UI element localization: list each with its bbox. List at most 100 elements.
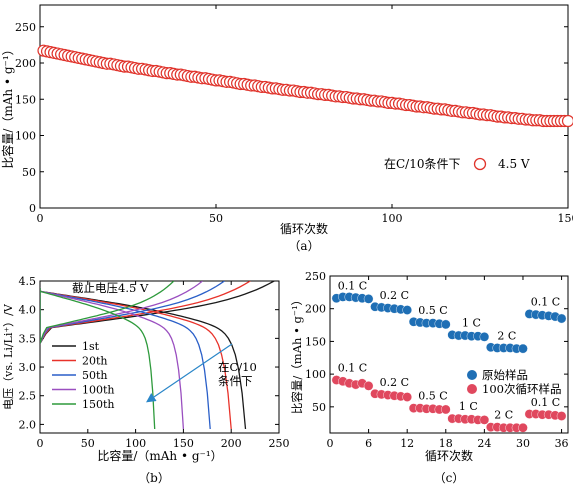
panel-c-xlabel: 循环次数	[425, 448, 473, 463]
panel-a-frame	[39, 4, 569, 209]
panel-b-xlabel: 比容量/（mAh • g⁻¹）	[97, 448, 222, 463]
panel-c-ylabel: 比容量/（mAh • g⁻¹）	[290, 294, 304, 414]
panel-b-annotation-cutoff: 截止电压4.5 V	[72, 281, 149, 295]
data-point	[363, 294, 374, 304]
panel-a-legend-label: 4.5 V	[498, 157, 530, 171]
y-tick-label: 2.0	[19, 418, 37, 431]
y-tick-label: 100	[15, 130, 36, 143]
panel-b-arrow	[146, 343, 233, 403]
panel-c-legend-marker-original	[467, 370, 477, 380]
y-tick-label: 250	[15, 21, 36, 34]
data-point	[363, 381, 374, 391]
rate-label-top: 0.2 C	[380, 289, 409, 302]
panel-a-annotation: 在C/10条件下	[384, 157, 461, 171]
legend-label-150th: 150th	[82, 398, 115, 411]
rate-label-top: 2 C	[497, 329, 516, 342]
rate-label-top: 0.1 C	[338, 280, 367, 293]
y-tick-label: 100	[305, 368, 326, 381]
rate-label-bottom: 0.2 C	[380, 376, 409, 389]
panel-c-legend-marker-cycled	[467, 384, 477, 394]
data-point	[518, 343, 528, 354]
x-tick-label: 0	[327, 437, 334, 450]
x-tick-label: 24	[477, 437, 491, 450]
x-tick-label: 0	[37, 437, 44, 450]
y-tick-label: 200	[15, 57, 36, 70]
y-tick-label: 150	[15, 93, 36, 106]
data-point	[440, 319, 451, 330]
panel-c-legend-cycled: 100次循环样品	[482, 382, 561, 396]
x-tick-label: 100	[382, 212, 403, 225]
x-tick-label: 30	[516, 437, 530, 450]
panel-c-legend-original: 原始样品	[482, 368, 528, 382]
y-tick-label: 0	[29, 202, 36, 215]
y-tick-label: 2.5	[19, 390, 37, 403]
rate-label-bottom: 1 C	[459, 400, 478, 413]
panel-a-ylabel: 比容量/（mAh • g⁻¹）	[0, 43, 15, 168]
y-tick-label: 50	[22, 166, 36, 179]
panel-b: 0 50 100 150 200 250 2.0 2.5 3.0 3.5 4.0 4.5 电压（vs.…	[2, 275, 290, 485]
legend-label-50th: 50th	[82, 369, 108, 382]
x-tick-label: 18	[439, 437, 453, 450]
panel-c: 0 6 12 18 24 30 36 50 100 150 200 250 0.1 C 0.2 C 0.5…	[290, 270, 569, 485]
y-tick-label: 50	[312, 401, 326, 414]
panel-c-ticks: 0 6 12 18 24 30 36 50 100 150 200 250	[305, 270, 569, 450]
data-point	[402, 305, 412, 315]
panel-c-marks	[331, 292, 567, 433]
x-tick-label: 200	[221, 437, 242, 450]
x-tick-label: 150	[558, 212, 573, 225]
panel-b-annotation-condition: 条件下	[218, 374, 253, 388]
x-tick-label: 36	[555, 437, 569, 450]
data-point	[556, 313, 567, 324]
legend-label-100th: 100th	[82, 384, 115, 397]
legend-label-20th: 20th	[82, 355, 108, 368]
y-tick-label: 250	[305, 270, 326, 283]
panel-b-curves	[40, 281, 275, 430]
panel-b-annotation-rate: 在C/10	[218, 360, 257, 374]
x-tick-label: 150	[173, 437, 194, 450]
panel-b-caption: （b）	[138, 471, 170, 485]
panel-a-ticks: 0 50 100 150 0 50 100 150 200 250	[15, 5, 573, 225]
data-point	[561, 114, 573, 128]
rate-label-top: 1 C	[462, 316, 481, 329]
panel-a: 0 50 100 150 0 50 100 150 200 250 比容量/（mAh • g⁻¹）…	[0, 4, 573, 253]
x-tick-label: 12	[400, 437, 414, 450]
rate-label-bottom: 2 C	[494, 409, 513, 422]
x-tick-label: 0	[37, 212, 44, 225]
data-point	[479, 332, 490, 342]
data-point	[402, 392, 412, 402]
data-point	[556, 411, 567, 421]
y-tick-label: 4.0	[19, 304, 37, 317]
panel-a-legend-marker	[473, 157, 487, 171]
data-point	[440, 404, 451, 415]
x-tick-label: 6	[365, 437, 372, 450]
discharge-curve-150th	[40, 290, 156, 430]
x-tick-label: 50	[209, 212, 223, 225]
rate-label-top: 0.1 C	[531, 295, 560, 308]
discharge-curve-100th	[40, 290, 185, 430]
panel-a-caption: （a）	[288, 239, 319, 253]
panel-b-frame	[39, 280, 280, 434]
x-tick-label: 250	[269, 437, 290, 450]
y-tick-label: 150	[305, 335, 326, 348]
data-point	[479, 415, 490, 425]
y-tick-label: 3.5	[19, 332, 37, 345]
rate-label-top: 0.5 C	[418, 304, 447, 317]
panel-a-xlabel: 循环次数	[280, 221, 328, 236]
panel-a-marks	[37, 44, 573, 128]
rate-label-bottom: 0.5 C	[418, 390, 447, 403]
x-tick-label: 50	[81, 437, 95, 450]
legend-label-1st: 1st	[82, 340, 100, 353]
panel-b-ticks: 0 50 100 150 200 250 2.0 2.5 3.0 3.5 4.0 4.5	[19, 275, 290, 450]
panel-b-ylabel: 电压（vs. Li/Li⁺）/V	[2, 303, 15, 410]
rate-label-bottom: 0.1 C	[531, 396, 560, 409]
charge-curve-150th	[40, 281, 175, 344]
x-tick-label: 100	[125, 437, 146, 450]
charge-curve-100th	[40, 281, 203, 344]
y-tick-label: 3.0	[19, 361, 37, 374]
panel-c-rate-labels: 0.1 C 0.2 C 0.5 C 1 C 2 C 0.1 C 0.1 C 0.2 C 0.5 …	[338, 280, 560, 422]
data-point	[518, 422, 528, 433]
panel-c-caption: （c）	[434, 471, 465, 485]
